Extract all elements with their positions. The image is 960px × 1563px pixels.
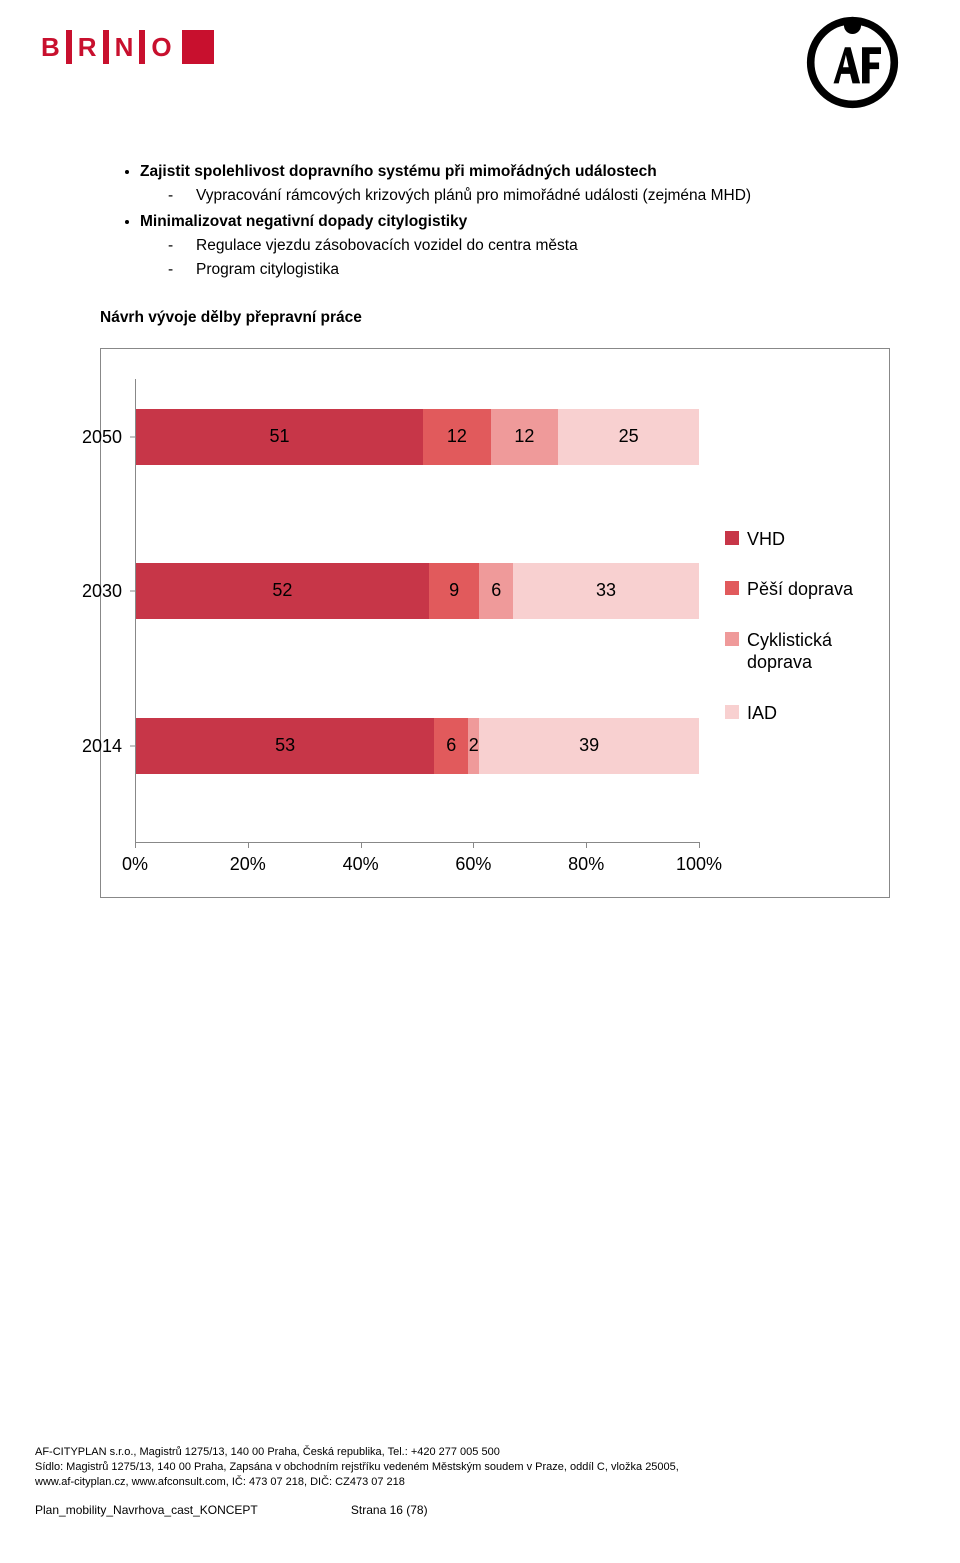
legend-label: Cyklistická doprava [747,629,869,674]
chart-bar-row: 2030529633 [136,563,699,619]
footer-line: AF-CITYPLAN s.r.o., Magistrů 1275/13, 14… [35,1445,900,1460]
chart-xlabel: 20% [230,851,266,879]
legend-item: IAD [725,702,869,725]
brno-letter: R [72,32,103,63]
legend-swatch [725,632,739,646]
content: Zajistit spolehlivost dopravního systému… [100,160,890,898]
chart-segment: 39 [479,718,699,774]
bullet-item: Zajistit spolehlivost dopravního systému… [140,160,890,208]
brno-letter: B [35,32,66,63]
chart-legend: VHD Pěší doprava Cyklistická doprava IAD [699,379,869,873]
legend-label: VHD [747,528,785,551]
chart-xlabel: 80% [568,851,604,879]
brno-letter: O [145,32,177,63]
chart-xaxis: 0%20%40%60%80%100% [135,843,699,873]
footer: AF-CITYPLAN s.r.o., Magistrů 1275/13, 14… [35,1445,900,1518]
chart-segment: 53 [136,718,434,774]
legend-swatch [725,581,739,595]
legend-label: Pěší doprava [747,578,853,601]
chart-xlabel: 40% [343,851,379,879]
chart-plot-area: 205051121225 2030529633 2014536239 [135,379,699,843]
brno-logo: B R N O [35,30,214,64]
sub-bullet-list: Vypracování rámcových krizových plánů pr… [196,184,890,208]
brno-endbar [182,30,214,64]
bullet-list: Zajistit spolehlivost dopravního systému… [140,160,890,282]
chart-segment: 12 [423,409,491,465]
chart-ylabel: 2050 [82,428,136,446]
legend-swatch [725,705,739,719]
chart-ylabel: 2030 [82,582,136,600]
chart-segment: 2 [468,718,479,774]
sub-bullet-item: Program citylogistika [196,258,890,282]
chart-segment: 51 [136,409,423,465]
footer-line: Sídlo: Magistrů 1275/13, 140 00 Praha, Z… [35,1460,900,1475]
chart-segment: 25 [558,409,699,465]
chart-xlabel: 100% [676,851,722,879]
chart-segment: 33 [513,563,699,619]
chart-bar-row: 2014536239 [136,718,699,774]
chart-segment: 52 [136,563,429,619]
chart-segment: 6 [434,718,468,774]
chart-bar-row: 205051121225 [136,409,699,465]
sub-bullet-item: Regulace vjezdu zásobovacích vozidel do … [196,234,890,258]
legend-item: Cyklistická doprava [725,629,869,674]
footer-doc: Plan_mobility_Navrhova_cast_KONCEPT [35,1503,258,1517]
legend-item: Pěší doprava [725,578,869,601]
bullet-title: Minimalizovat negativní dopady citylogis… [140,213,467,230]
legend-label: IAD [747,702,777,725]
brno-letter: N [109,32,140,63]
chart-segment: 6 [479,563,513,619]
chart-ylabel: 2014 [82,737,136,755]
sub-bullet-item: Vypracování rámcových krizových plánů pr… [196,184,890,208]
chart-xlabel: 60% [455,851,491,879]
af-logo-icon [805,15,900,115]
chart-segment: 9 [429,563,480,619]
footer-line: www.af-cityplan.cz, www.afconsult.com, I… [35,1475,900,1490]
bullet-title: Zajistit spolehlivost dopravního systému… [140,163,657,180]
bullet-item: Minimalizovat negativní dopady citylogis… [140,210,890,282]
legend-swatch [725,531,739,545]
section-title: Návrh vývoje dělby přepravní práce [100,306,890,330]
chart-segment: 12 [491,409,559,465]
footer-page: Strana 16 (78) [351,1502,428,1518]
sub-bullet-list: Regulace vjezdu zásobovacích vozidel do … [196,234,890,282]
chart-xlabel: 0% [122,851,148,879]
legend-item: VHD [725,528,869,551]
chart: 20505112122520305296332014536239 0%20%40… [100,348,890,898]
